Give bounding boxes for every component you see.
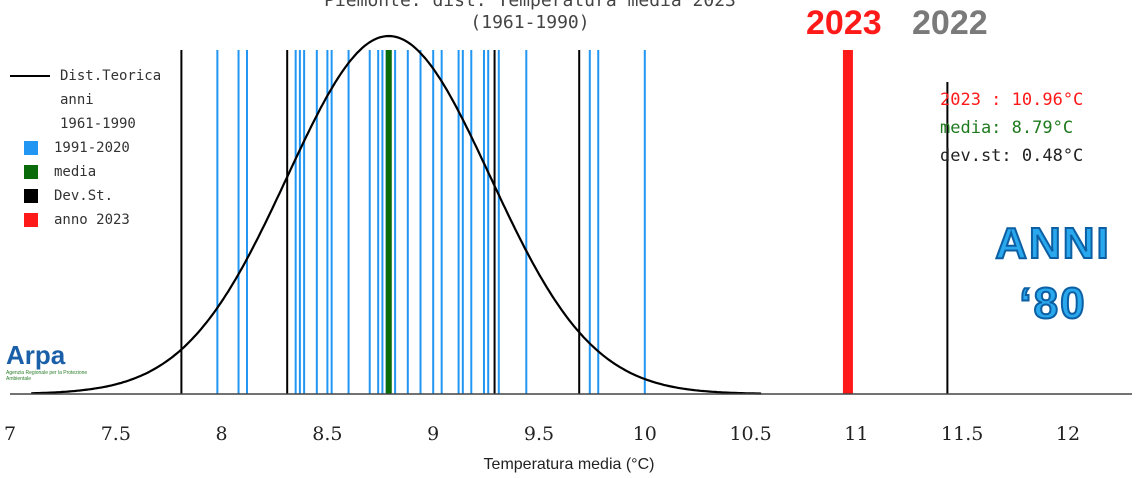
legend-swatch-icon xyxy=(24,141,38,155)
legend-item-media[interactable]: media xyxy=(10,160,161,184)
x-tick-label: 9 xyxy=(427,423,439,445)
legend-label: media xyxy=(54,164,97,180)
distribution-curve-line xyxy=(31,34,762,395)
x-axis-title: Temperatura media (°C) xyxy=(483,456,655,473)
x-tick-label: 10.5 xyxy=(729,423,771,445)
logo-text: Arpa xyxy=(6,340,66,370)
x-tick-label: 10 xyxy=(633,423,657,445)
legend-swatch-icon xyxy=(24,189,38,203)
chart-title: Piemonte: dist. Temperatura media 2023 xyxy=(324,0,736,11)
stat-year-value: 2023 : 10.96°C xyxy=(940,90,1084,110)
year-lines xyxy=(180,50,949,394)
x-tick-label: 8 xyxy=(216,423,228,445)
stats-box: 2023 : 10.96°C media: 8.79°C dev.st: 0.4… xyxy=(940,86,1083,170)
year-2023-label: 2023 xyxy=(806,4,882,42)
arpa-logo: Arpa Agenzia Regionale per la Protezione… xyxy=(6,340,96,382)
stat-mean-value: media: 8.79°C xyxy=(940,118,1074,138)
chart-subtitle: (1961-1990) xyxy=(470,12,590,33)
x-tick-label: 12 xyxy=(1056,423,1080,445)
distribution-curve xyxy=(31,34,762,395)
legend-label: Dist.Teorica xyxy=(60,68,162,84)
legend-item-devst[interactable]: Dev.St. xyxy=(10,184,161,208)
decade-line1: ANNI xyxy=(994,218,1111,269)
decade-line2: ‘80 xyxy=(1018,278,1087,329)
legend-item-dist[interactable]: Dist.Teorica xyxy=(10,64,161,88)
legend-label: anno 2023 xyxy=(54,212,130,228)
legend-swatch-icon xyxy=(24,213,38,227)
decade-badge: ANNI ‘80 xyxy=(968,214,1138,334)
legend-swatch-icon xyxy=(24,165,38,179)
legend-sublabel: 1961-1990 xyxy=(60,116,136,132)
x-tick-label: 11 xyxy=(844,423,868,445)
legend: Dist.Teorica anni 1961-1990 1991-2020 me… xyxy=(10,64,161,232)
stat-std-value: dev.st: 0.48°C xyxy=(940,146,1084,166)
logo-subtext: Agenzia Regionale per la Protezione Ambi… xyxy=(6,370,88,382)
x-tick-label: 11.5 xyxy=(941,423,983,445)
x-axis: 7 7.5 8 8.5 9 9.5 10 10.5 11 11.5 12 xyxy=(4,393,1132,445)
x-tick-label: 7.5 xyxy=(101,423,131,445)
legend-item-anno-2023[interactable]: anno 2023 xyxy=(10,208,161,232)
x-tick-label: 8.5 xyxy=(312,423,342,445)
legend-label: 1991-2020 xyxy=(54,140,130,156)
legend-item-1991-2020[interactable]: 1991-2020 xyxy=(10,136,161,160)
legend-label: Dev.St. xyxy=(54,188,114,204)
legend-line-icon xyxy=(10,75,50,77)
x-tick-label: 7 xyxy=(4,423,16,445)
legend-sublabel: anni xyxy=(60,92,94,108)
year-2022-label: 2022 xyxy=(912,4,988,42)
x-tick-label: 9.5 xyxy=(524,423,554,445)
